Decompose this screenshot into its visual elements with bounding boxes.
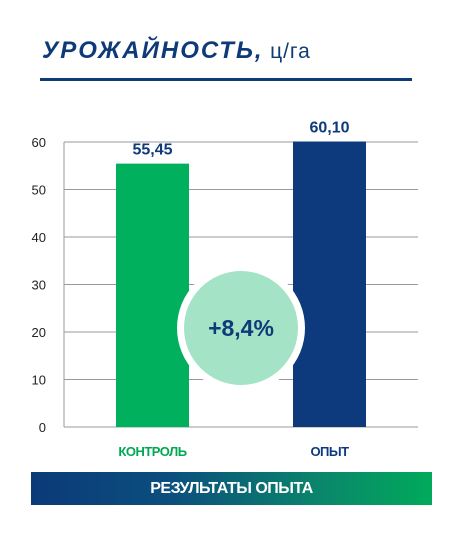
y-tick-label: 40: [32, 230, 46, 245]
results-banner: РЕЗУЛЬТАТЫ ОПЫТА: [31, 472, 432, 505]
y-tick-label: 10: [32, 373, 46, 388]
bar-value-label: 55,45: [132, 142, 172, 159]
title-underline: [40, 78, 412, 81]
y-tick-label: 60: [32, 135, 46, 150]
results-banner-label: РЕЗУЛЬТАТЫ ОПЫТА: [150, 479, 313, 497]
y-tick-label: 50: [32, 183, 46, 198]
y-tick-label: 20: [32, 325, 46, 340]
category-label: КОНТРОЛЬ: [118, 444, 186, 459]
chart-title: УРОЖАЙНОСТЬ, ц/га: [42, 37, 311, 65]
chart-title-main: УРОЖАЙНОСТЬ,: [42, 37, 264, 64]
bar-value-label: 60,10: [309, 120, 349, 137]
badge-circle: [184, 271, 298, 385]
badge-label: +8,4%: [208, 315, 274, 341]
y-tick-label: 30: [32, 278, 46, 293]
y-tick-label: 0: [39, 420, 46, 435]
bar: [116, 163, 189, 428]
chart-title-unit: ц/га: [270, 40, 311, 63]
bar: [293, 141, 366, 427]
category-label: ОПЫТ: [310, 444, 349, 459]
